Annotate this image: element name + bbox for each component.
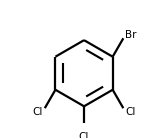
Text: Cl: Cl <box>79 132 89 138</box>
Text: Cl: Cl <box>125 107 136 117</box>
Text: Br: Br <box>125 30 137 40</box>
Text: Cl: Cl <box>32 107 43 117</box>
